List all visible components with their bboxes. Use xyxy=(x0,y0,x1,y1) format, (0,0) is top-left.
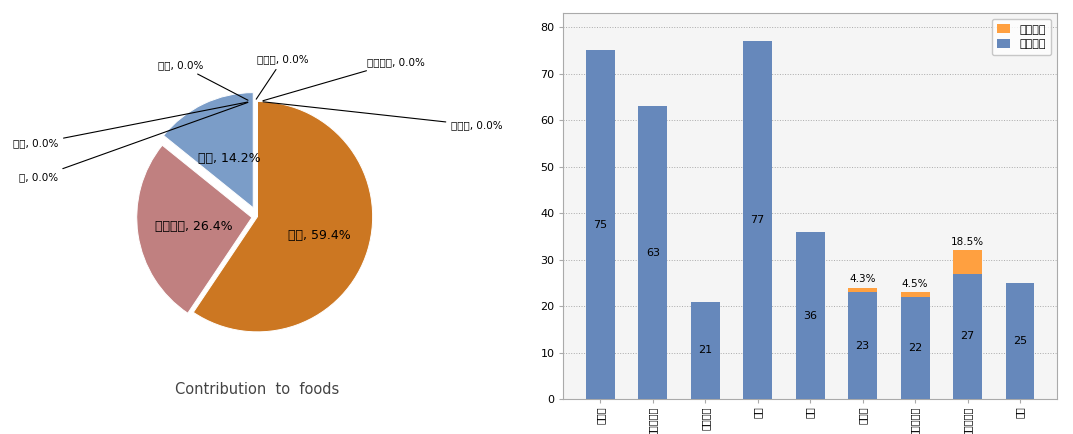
Text: 23: 23 xyxy=(855,341,870,351)
Bar xyxy=(796,232,824,399)
Text: 넣치, 59.4%: 넣치, 59.4% xyxy=(288,229,351,242)
Bar xyxy=(953,273,982,399)
Bar xyxy=(953,250,982,273)
Bar xyxy=(848,288,877,292)
Wedge shape xyxy=(193,102,372,332)
Legend: 검출건수, 검체건수: 검출건수, 검체건수 xyxy=(991,19,1052,55)
Text: 장어, 14.2%: 장어, 14.2% xyxy=(199,152,261,165)
Text: 25: 25 xyxy=(1013,336,1027,346)
Bar xyxy=(638,106,667,399)
Text: 닭고기, 0.0%: 닭고기, 0.0% xyxy=(263,102,503,130)
Text: 77: 77 xyxy=(751,215,765,225)
Text: 18.5%: 18.5% xyxy=(951,237,984,247)
Text: 4.5%: 4.5% xyxy=(901,279,928,289)
Text: 75: 75 xyxy=(593,220,607,230)
Text: 돼지고기, 0.0%: 돼지고기, 0.0% xyxy=(263,57,425,101)
Text: 21: 21 xyxy=(699,345,712,355)
Text: 조피볼락, 26.4%: 조피볼락, 26.4% xyxy=(155,220,233,233)
Text: 4.3%: 4.3% xyxy=(850,274,876,284)
Text: Contribution  to  foods: Contribution to foods xyxy=(175,382,339,398)
Bar xyxy=(848,292,877,399)
Bar xyxy=(1005,283,1034,399)
Wedge shape xyxy=(163,92,253,208)
Text: 새우, 0.0%: 새우, 0.0% xyxy=(13,102,248,149)
Text: 27: 27 xyxy=(960,332,974,342)
Text: 우유, 0.0%: 우유, 0.0% xyxy=(158,60,248,100)
Text: 알, 0.0%: 알, 0.0% xyxy=(19,102,248,182)
Text: 63: 63 xyxy=(646,248,660,258)
Bar xyxy=(691,302,720,399)
Text: 신고기, 0.0%: 신고기, 0.0% xyxy=(256,54,309,99)
Text: 36: 36 xyxy=(804,310,818,321)
Text: 22: 22 xyxy=(908,343,922,353)
Bar xyxy=(586,50,615,399)
Bar xyxy=(744,41,773,399)
Bar xyxy=(900,297,929,399)
Wedge shape xyxy=(136,145,252,313)
Bar xyxy=(900,292,929,297)
